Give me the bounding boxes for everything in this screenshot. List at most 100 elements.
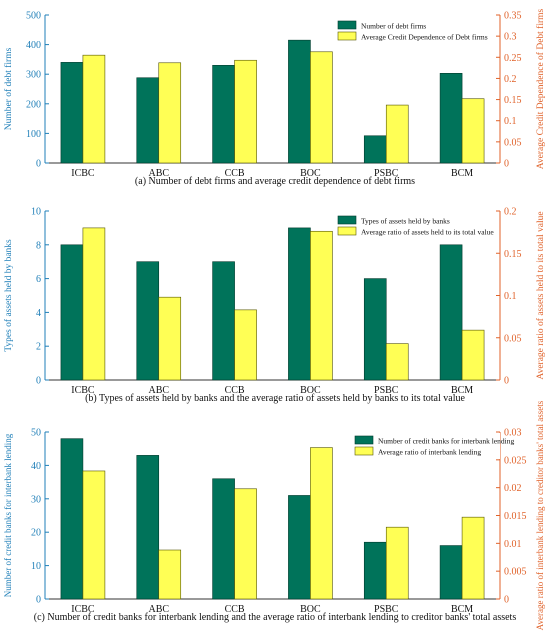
chart-panel-c: 0102030405000.0050.010.0150.020.0250.03N… <box>3 400 545 630</box>
bar-bcm-left <box>439 545 463 600</box>
y2-tick-label: 0.05 <box>504 137 522 148</box>
y2-tick-label: 0.05 <box>504 333 522 344</box>
bar-boc-right <box>310 230 333 381</box>
x-tick-label: CCB <box>225 168 245 179</box>
bar-psbc-left <box>363 541 387 600</box>
legend-swatch <box>337 31 357 41</box>
legend-swatch <box>337 215 357 225</box>
y2-tick-label: 0 <box>504 159 509 170</box>
bar-boc-right <box>310 51 333 164</box>
y2-tick-label: 0.01 <box>504 539 522 550</box>
y2-tick-label: 0.03 <box>504 428 522 439</box>
y-tick-label: 4 <box>36 308 41 319</box>
y2-tick-label: 0 <box>504 595 509 606</box>
legend-box <box>338 213 496 239</box>
x-tick-label: PSBC <box>374 604 399 615</box>
y-tick-label: 50 <box>31 428 41 439</box>
x-tick-label: BOC <box>300 385 321 396</box>
x-tick-label: BCM <box>451 168 473 179</box>
bar-abc-right <box>158 62 182 164</box>
y-tick-label: 300 <box>26 70 41 81</box>
y2-tick-label: 0.3 <box>504 32 517 43</box>
x-tick-label: CCB <box>225 385 245 396</box>
y-axis-title: Number of debt firms <box>3 47 14 130</box>
bar-psbc-right <box>385 343 409 381</box>
bar-abc-right <box>158 549 182 600</box>
x-tick-label: PSBC <box>374 168 399 179</box>
legend-box <box>355 433 500 459</box>
bar-psbc-left <box>363 278 387 381</box>
y2-tick-label: 0.2 <box>504 207 517 218</box>
y-tick-label: 400 <box>26 40 41 51</box>
y2-tick-label: 0.025 <box>504 455 527 466</box>
bar-psbc-right <box>385 104 409 164</box>
legend-label: Number of debt firms <box>361 22 426 31</box>
legend-swatch <box>354 435 374 445</box>
legend-label: Number of credit banks for interbank len… <box>378 437 514 446</box>
y-axis-title: Types of assets held by banks <box>3 239 14 352</box>
y-tick-label: 6 <box>36 274 41 285</box>
chart-panel-a: 0 100 200 300 400 500 0 0.05 0.1 0.15 0.2 0.25 0.3 0.… <box>3 8 546 187</box>
y2-tick-label: 0.15 <box>504 95 522 106</box>
x-tick-label: ABC <box>148 168 169 179</box>
y2-tick-label: 0 <box>504 376 509 387</box>
x-tick-label: BCM <box>451 385 473 396</box>
y2-tick-label: 0.015 <box>504 511 527 522</box>
y2-tick-label: 0.15 <box>504 249 522 260</box>
y-tick-label: 500 <box>26 11 41 22</box>
bar-abc-left <box>136 77 160 164</box>
bar-ccb-right <box>234 488 257 600</box>
legend-label: Average Credit Dependence of Debt firms <box>361 33 488 42</box>
legend-swatch <box>337 226 357 236</box>
y2-tick-label: 0.2 <box>504 74 517 85</box>
y2-tick-label: 0.02 <box>504 483 522 494</box>
x-tick-label: PSBC <box>374 385 399 396</box>
bar-ccb-right <box>234 309 257 381</box>
legend-swatch <box>337 20 357 30</box>
bar-icbc-left <box>60 244 84 381</box>
bar-ccb-left <box>212 478 235 600</box>
bar-boc-left <box>288 227 311 381</box>
legend-box <box>338 18 496 44</box>
y-axis-title: Number of credit banks for interbank len… <box>3 433 13 597</box>
bar-ccb-left <box>212 65 235 164</box>
y-tick-label: 0 <box>36 595 41 606</box>
figure-caption: (b) Types of assets held by banks and th… <box>85 393 465 404</box>
bar-bcm-right <box>461 98 485 164</box>
y-tick-label: 200 <box>26 99 41 110</box>
y2-tick-label: 0.1 <box>504 116 517 127</box>
bar-abc-left <box>136 261 160 381</box>
legend-swatch <box>354 446 374 456</box>
y2-tick-label: 0.25 <box>504 53 522 64</box>
legend: Number of credit banks for interbank len… <box>354 433 514 459</box>
legend-label: Average ratio of assets held to its tota… <box>361 228 494 237</box>
x-tick-label: BCM <box>451 604 473 615</box>
x-tick-label: BOC <box>300 604 321 615</box>
y-tick-label: 10 <box>31 561 41 572</box>
bar-psbc-left <box>363 135 387 164</box>
y-tick-label: 8 <box>36 240 41 251</box>
bar-ccb-right <box>234 59 257 164</box>
bar-boc-left <box>288 39 311 164</box>
y-tick-label: 0 <box>36 159 41 170</box>
y2-tick-label: 0.1 <box>504 291 517 302</box>
bar-icbc-left <box>60 438 84 600</box>
x-tick-label: ICBC <box>71 168 95 179</box>
bar-psbc-right <box>385 526 409 600</box>
bar-boc-right <box>310 447 333 600</box>
y-tick-label: 2 <box>36 342 41 353</box>
x-tick-label: BOC <box>300 168 321 179</box>
y2-tick-label: 0.005 <box>504 567 527 578</box>
legend-label: Average ratio of interbank lending <box>378 448 481 457</box>
y-tick-label: 0 <box>36 376 41 387</box>
y-tick-label: 100 <box>26 129 41 140</box>
x-tick-label: ICBC <box>71 604 95 615</box>
legend: Types of assets held by banks Average rat… <box>337 213 496 239</box>
y-tick-label: 10 <box>31 207 41 218</box>
y2-tick-label: 0.35 <box>504 11 522 22</box>
bar-icbc-left <box>60 62 84 164</box>
bar-icbc-right <box>82 54 106 164</box>
y2-axis-title: Average Credit Dependence of Debt firms <box>535 8 546 169</box>
bar-bcm-right <box>461 516 485 600</box>
